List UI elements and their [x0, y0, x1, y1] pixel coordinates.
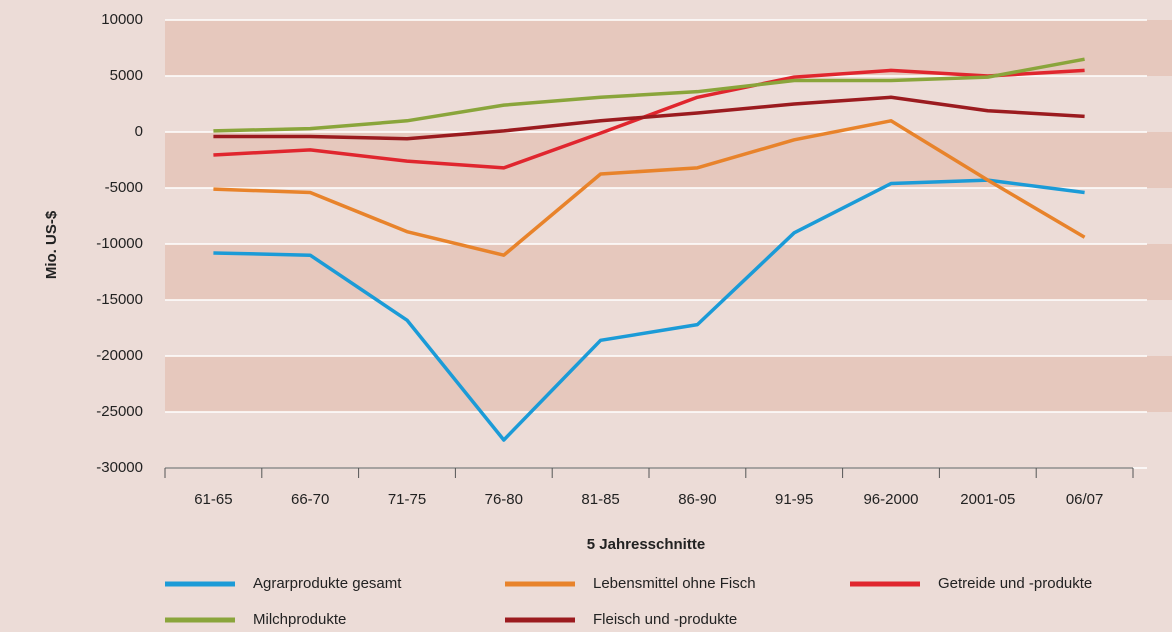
- y-tick-label: -30000: [96, 459, 143, 476]
- x-tick-label: 61-65: [194, 491, 232, 508]
- x-tick-label: 66-70: [291, 491, 329, 508]
- y-tick-label: 5000: [110, 67, 143, 84]
- legend-label: Lebensmittel ohne Fisch: [593, 575, 756, 592]
- x-tick-label: 76-80: [485, 491, 523, 508]
- x-tick-label: 2001-05: [960, 491, 1015, 508]
- y-axis-label: Mio. US-$: [43, 210, 60, 279]
- x-tick-label: 96-2000: [863, 491, 918, 508]
- y-tick-label: 10000: [101, 11, 143, 28]
- series-line: [213, 95, 1085, 141]
- x-tick-label: 86-90: [678, 491, 716, 508]
- band: [165, 356, 1172, 412]
- legend-label: Fleisch und -produkte: [593, 611, 737, 628]
- legend-label: Getreide und -produkte: [938, 575, 1092, 592]
- x-tick-label: 06/07: [1066, 491, 1104, 508]
- x-tick-label: 91-95: [775, 491, 813, 508]
- band: [165, 20, 1172, 76]
- legend-label: Agrarprodukte gesamt: [253, 575, 402, 592]
- series-line: [213, 119, 1086, 257]
- y-tick-label: -20000: [96, 347, 143, 364]
- y-tick-label: -5000: [105, 179, 143, 196]
- series-line: [213, 178, 1085, 442]
- series-line: [213, 57, 1085, 133]
- band: [165, 132, 1172, 188]
- x-tick-label: 81-85: [581, 491, 619, 508]
- x-axis-label: 5 Jahresschnitte: [587, 536, 705, 553]
- band: [165, 244, 1172, 300]
- x-tick-label: 71-75: [388, 491, 426, 508]
- y-tick-label: -25000: [96, 403, 143, 420]
- y-tick-label: -15000: [96, 291, 143, 308]
- y-tick-label: 0: [135, 123, 143, 140]
- legend-label: Milchprodukte: [253, 611, 346, 628]
- y-tick-label: -10000: [96, 235, 143, 252]
